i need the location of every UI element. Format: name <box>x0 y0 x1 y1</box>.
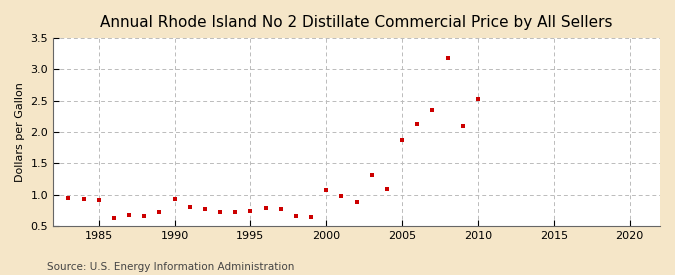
Title: Annual Rhode Island No 2 Distillate Commercial Price by All Sellers: Annual Rhode Island No 2 Distillate Comm… <box>101 15 613 30</box>
Text: Source: U.S. Energy Information Administration: Source: U.S. Energy Information Administ… <box>47 262 294 272</box>
Y-axis label: Dollars per Gallon: Dollars per Gallon <box>15 82 25 182</box>
